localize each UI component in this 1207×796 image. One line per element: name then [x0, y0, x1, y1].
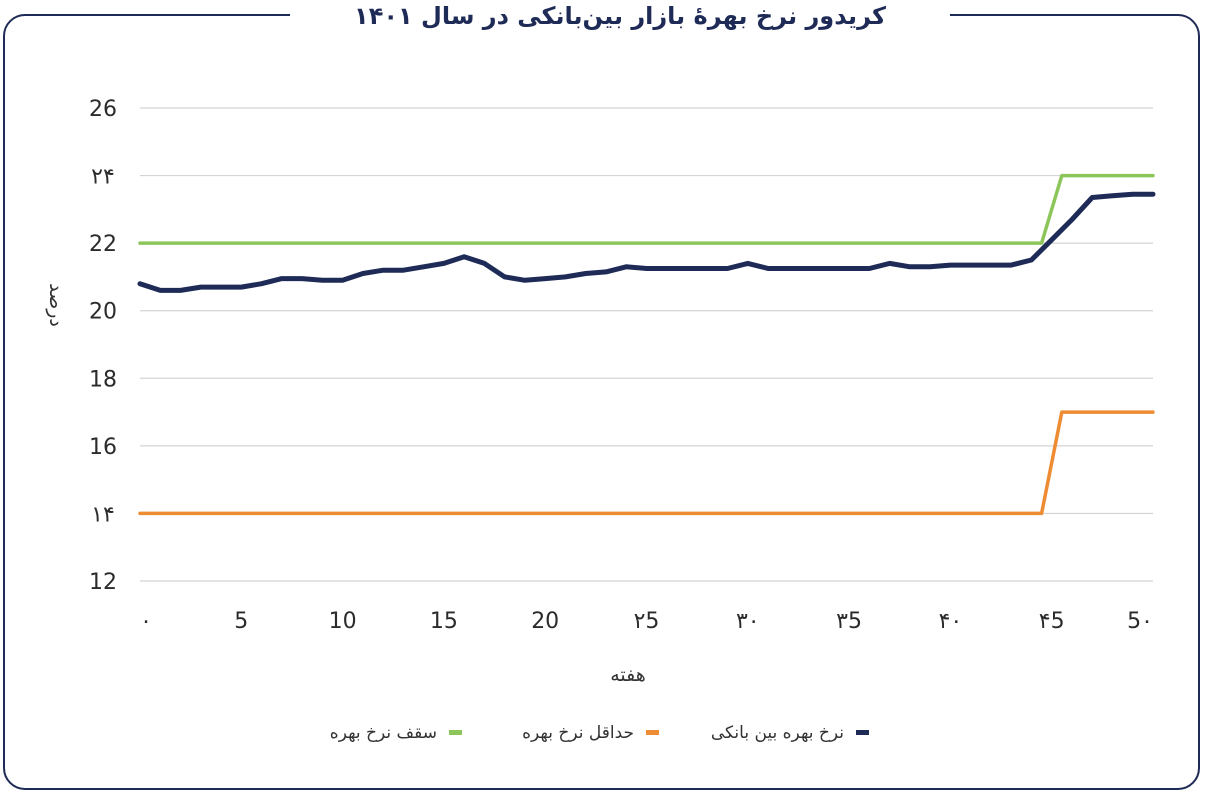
y-tick-label-7: 26	[89, 97, 117, 122]
legend-label-2: سقف نرخ بهره	[330, 723, 437, 743]
x-tick-label-4: 20	[531, 609, 559, 634]
y-tick-label-3: 18	[89, 367, 117, 392]
series-line-0	[137, 191, 1156, 293]
legend: نرخ بهره بین بانکی حداقل نرخ بهره سقف نرخ …	[330, 723, 869, 743]
y-axis-label: درصد	[45, 283, 67, 327]
legend-marker-2	[449, 730, 462, 735]
x-tick-label-2: 10	[329, 609, 357, 634]
x-tick-label-6: ۳۰	[736, 609, 760, 634]
x-axis-label: هفته	[610, 664, 646, 686]
x-tick-label-8: ۴۰	[939, 609, 963, 634]
chart-title: کریدور نرخ بهرهٔ بازار بین‌بانکی در سال …	[354, 2, 886, 30]
legend-label-1: حداقل نرخ بهره	[522, 723, 634, 743]
grid-lines	[140, 107, 1153, 582]
title-background	[290, 0, 950, 34]
x-tick-label-9: ۴5	[1039, 609, 1065, 634]
y-tick-label-2: 16	[89, 435, 117, 460]
legend-marker-1	[646, 730, 659, 735]
series-group	[137, 173, 1156, 516]
series-line-1	[138, 410, 1155, 516]
y-tick-label-4: 20	[89, 300, 117, 325]
x-tick-label-3: 15	[430, 609, 458, 634]
legend-marker-0	[856, 730, 869, 735]
x-tick-label-5: ۲5	[634, 609, 660, 634]
y-tick-label-1: ۱۴	[91, 502, 115, 527]
y-axis-ticks: 12 ۱۴ 16 18 20 22 ۲۴ 26	[89, 97, 117, 595]
y-tick-label-5: 22	[89, 232, 117, 257]
x-tick-label-10: 5۰	[1127, 609, 1153, 634]
y-tick-label-6: ۲۴	[91, 165, 115, 190]
x-axis-ticks: ۰ 5 10 15 20 ۲5 ۳۰ ۳5 ۴۰ ۴5 5۰	[140, 609, 1153, 634]
x-tick-label-1: 5	[234, 609, 248, 634]
y-tick-label-0: 12	[89, 570, 117, 595]
legend-label-0: نرخ بهره بین بانکی	[711, 723, 844, 743]
x-tick-label-7: ۳5	[836, 609, 862, 634]
x-tick-label-0: ۰	[140, 609, 152, 634]
series-line-2	[138, 173, 1155, 245]
